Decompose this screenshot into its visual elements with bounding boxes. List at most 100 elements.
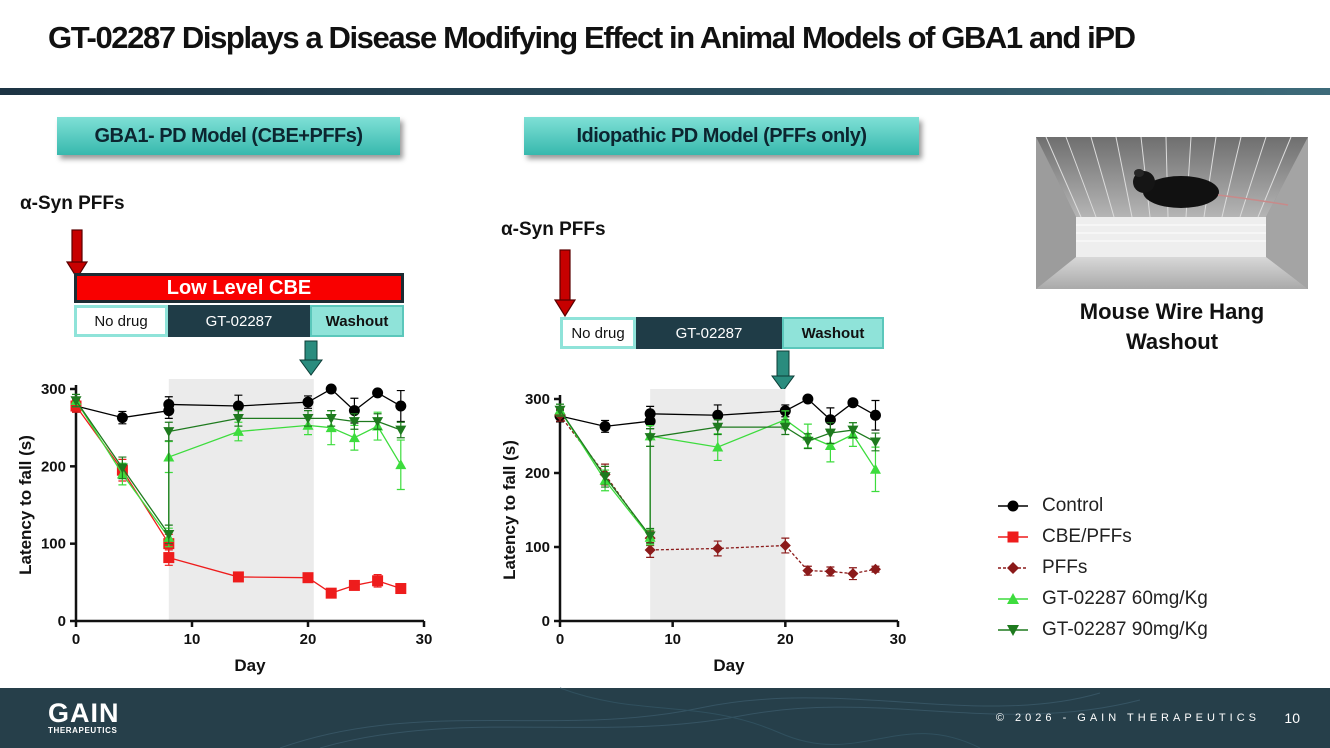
right-timeline-nodrug: No drug xyxy=(560,317,636,349)
chart1-ytick-label-300: 300 xyxy=(525,391,550,408)
chart1-control-point-1 xyxy=(599,420,611,432)
left-syn-arrow xyxy=(65,229,89,280)
right-syn-label: α-Syn PFFs xyxy=(501,219,606,240)
chart1-ytick-label-100: 100 xyxy=(525,539,550,556)
right-timeline: No drug GT-02287 Washout xyxy=(560,317,884,349)
photo-caption-line1: Mouse Wire Hang xyxy=(1079,299,1265,324)
chart0-xlabel: Day xyxy=(234,656,266,675)
page-number: 10 xyxy=(1284,710,1300,726)
legend-gt90: GT-02287 90mg/Kg xyxy=(996,614,1236,645)
legend-gt60-label: GT-02287 60mg/Kg xyxy=(1042,587,1208,609)
title-rule xyxy=(0,88,1330,95)
chart0-gt-02287-60mg-kg-point-6 xyxy=(325,422,337,433)
legend-pffs-label: PFFs xyxy=(1042,556,1088,578)
chart1-pffs-line xyxy=(559,414,876,575)
mouse-wire-hang-photo xyxy=(1036,136,1308,289)
legend-cbe-pffs: CBE/PFFs xyxy=(996,521,1236,552)
chart0-cbe-pffs-point-5 xyxy=(302,572,314,584)
legend-control-marker xyxy=(998,500,1028,511)
chart1-ytick-label-0: 0 xyxy=(542,613,550,630)
chart1-control-point-3 xyxy=(644,408,656,420)
chart0-ytick-label-100: 100 xyxy=(41,536,66,553)
footer-bar xyxy=(0,687,1330,748)
logo-main-text: GAIN xyxy=(48,698,120,728)
left-timeline: No drug GT-02287 Washout xyxy=(74,305,404,337)
chart1-control-point-8 xyxy=(847,397,859,409)
chart0-ytick-label-300: 300 xyxy=(41,381,66,398)
chart1-xtick-label-30: 30 xyxy=(890,631,907,648)
chart0-control-point-9 xyxy=(395,400,407,412)
left-washout-arrow xyxy=(299,340,323,376)
chart1-control-line xyxy=(559,398,876,428)
legend-cbe-pffs-label: CBE/PFFs xyxy=(1042,525,1132,547)
chart0-xtick-label-10: 10 xyxy=(184,631,201,648)
chart1-gt-02287-90mg-kg-point-5 xyxy=(779,422,791,433)
chart0-cbe-pffs-point-4 xyxy=(232,571,244,583)
chart0-ytick-label-0: 0 xyxy=(58,613,66,630)
chart0-control-line xyxy=(75,388,402,419)
chart-legend: Control CBE/PFFs PFFs GT-02287 60mg/Kg G… xyxy=(996,490,1236,645)
chart0-cbe-pffs-point-9 xyxy=(395,583,407,595)
chart1-xtick-label-20: 20 xyxy=(777,631,794,648)
chart0-gt-02287-90mg-kg-point-0 xyxy=(70,396,82,407)
chart1-gt-02287-90mg-kg-point-9 xyxy=(869,437,881,448)
chart0-gt-02287-90mg-kg-point-5 xyxy=(302,413,314,424)
chart1-xtick-label-0: 0 xyxy=(556,631,564,648)
page-title: GT-02287 Displays a Disease Modifying Ef… xyxy=(48,20,1136,55)
chart0-gt-02287-90mg-kg-line xyxy=(75,400,402,537)
chart0-gt-02287-60mg-kg-line xyxy=(75,400,402,540)
chart1-gt-02287-90mg-kg-point-4 xyxy=(712,422,724,433)
legend-pffs-marker xyxy=(998,561,1028,574)
right-syn-arrow xyxy=(553,249,577,318)
ipd-chart: 0 100 200 300 0 10 20 30 Day Latency to fall (s) xyxy=(500,389,907,675)
chart0-gt-02287-90mg-kg-point-8 xyxy=(372,417,384,427)
chart0-gt-02287-60mg-kg-point-7 xyxy=(348,432,360,443)
chart1-pffs-point-7 xyxy=(824,565,836,577)
chart1-gt-02287-90mg-kg-line xyxy=(559,409,876,538)
chart0-series-control xyxy=(70,383,407,425)
chart1-gt-02287-60mg-kg-line xyxy=(559,409,877,540)
chart0-gt-02287-90mg-kg-point-4 xyxy=(232,413,244,424)
chart1-gt-02287-90mg-kg-point-7 xyxy=(824,428,836,439)
chart0-cbe-pffs-point-7 xyxy=(348,579,360,591)
chart0-gt-02287-90mg-kg-point-3 xyxy=(163,427,175,438)
legend-control-label: Control xyxy=(1042,494,1104,516)
legend-cbe-pffs-marker xyxy=(998,531,1028,542)
chart0-control-point-1 xyxy=(116,412,128,424)
legend-gt90-marker xyxy=(998,624,1028,636)
chart0-xtick-label-20: 20 xyxy=(300,631,317,648)
legend-gt60-marker xyxy=(998,592,1028,604)
chart1-xlabel: Day xyxy=(713,656,745,675)
legend-gt90-label: GT-02287 90mg/Kg xyxy=(1042,618,1208,640)
chart0-xtick-label-0: 0 xyxy=(72,631,80,648)
chart0-xtick-label-30: 30 xyxy=(416,631,433,648)
chart0-cbe-pffs-point-8 xyxy=(372,575,384,587)
chart1-gt-02287-90mg-kg-point-6 xyxy=(802,436,814,447)
legend-pffs: PFFs xyxy=(996,552,1236,583)
chart1-ylabel: Latency to fall (s) xyxy=(500,440,519,580)
chart1-pffs-point-5 xyxy=(779,540,791,552)
chart1-pffs-point-6 xyxy=(802,565,814,577)
chart0-gt-02287-60mg-kg-point-9 xyxy=(395,459,407,470)
legend-control: Control xyxy=(996,490,1236,521)
cbe-bar: Low Level CBE xyxy=(74,273,404,303)
left-timeline-washout: Washout xyxy=(310,305,404,337)
logo-sub-text: THERAPEUTICS xyxy=(48,726,118,735)
chart0-cbe-pffs-point-3 xyxy=(163,552,175,564)
right-timeline-drug: GT-02287 xyxy=(636,317,782,349)
copyright-text: © 2026 - GAIN THERAPEUTICS xyxy=(995,712,1260,724)
chart0-gt-02287-90mg-kg-point-9 xyxy=(395,425,407,436)
chart1-gt-02287-90mg-kg-point-3 xyxy=(644,433,656,443)
chart0-ytick-label-200: 200 xyxy=(41,458,66,475)
gba1-chart: 0 100 200 300 0 10 20 30 Day Latency to fall (s) xyxy=(16,379,433,675)
legend-gt60: GT-02287 60mg/Kg xyxy=(996,583,1236,614)
chart0-control-point-3 xyxy=(163,398,175,410)
chart0-gt-02287-90mg-kg-point-6 xyxy=(325,413,337,424)
chart1-gt-02287-60mg-kg-point-9 xyxy=(869,463,881,474)
photo-caption: Mouse Wire Hang Washout xyxy=(1040,297,1304,357)
chart1-gt-02287-60mg-kg-point-4 xyxy=(712,441,724,452)
chart1-gt-02287-90mg-kg-point-0 xyxy=(554,405,566,416)
chart1-ytick-label-200: 200 xyxy=(525,465,550,482)
chart0-cbe-pffs-point-6 xyxy=(325,587,337,599)
footer-wave-pattern xyxy=(279,687,1141,748)
